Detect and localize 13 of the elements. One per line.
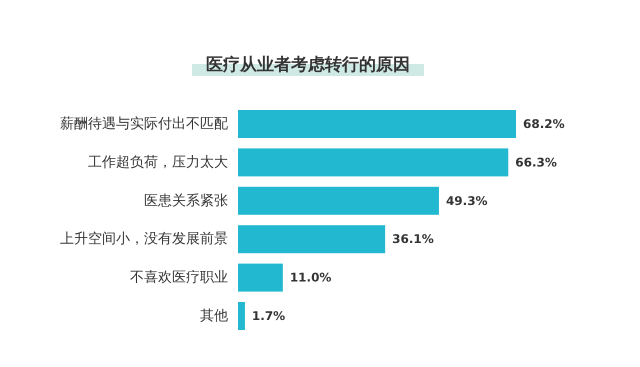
data-label: 49.3% <box>446 194 488 208</box>
data-label: 11.0% <box>290 270 332 285</box>
y-tick-label: 医患关系紧张 <box>144 192 228 209</box>
y-tick-label: 工作超负荷，压力太大 <box>88 154 228 170</box>
y-tick-label: 不喜欢医疗职业 <box>130 270 228 286</box>
data-label: 68.2% <box>523 117 565 131</box>
data-label: 1.7% <box>252 309 286 323</box>
chart-title: 医疗从业者考虑转行的原因 <box>206 55 410 75</box>
y-tick-label: 其他 <box>200 308 228 324</box>
data-label: 66.3% <box>515 155 557 170</box>
y-tick-label: 上升空间小，没有发展前景 <box>60 231 228 248</box>
data-label: 36.1% <box>392 232 434 246</box>
y-tick-label: 薪酬待遇与实际付出不匹配 <box>60 116 228 132</box>
